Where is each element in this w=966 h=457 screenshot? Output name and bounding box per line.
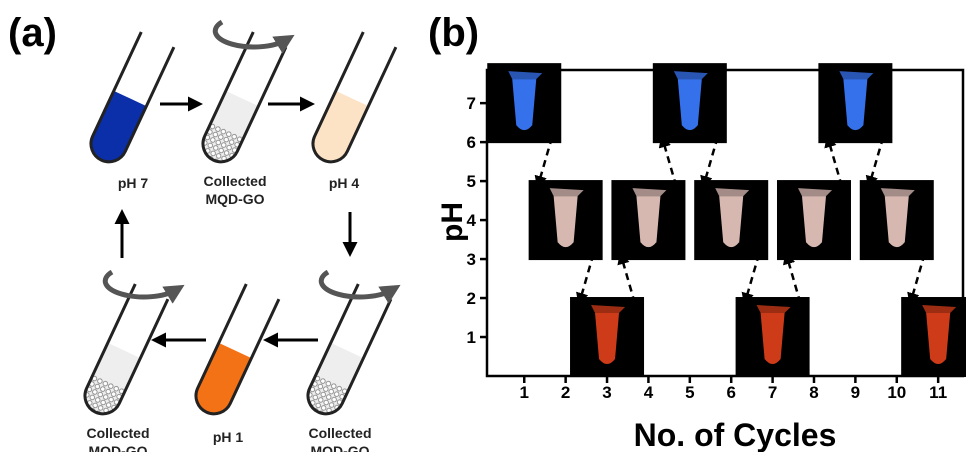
cycle-arrow: [538, 137, 552, 186]
vial-photo: [777, 180, 851, 260]
vial-photo: [611, 180, 685, 260]
tube-label: Collected MQD-GO: [195, 172, 275, 208]
tube-label-box: Collected MQD-GO: [180, 172, 290, 212]
tube-label: Collected MQD-GO: [300, 424, 380, 452]
y-axis-label: pH: [436, 202, 469, 242]
tube-label: pH 4: [329, 175, 360, 191]
tube-label: Collected MQD-GO: [78, 424, 158, 452]
cycle-arrow: [662, 137, 676, 186]
y-tick-label: 1: [467, 328, 476, 347]
y-tick-label: 4: [467, 211, 477, 230]
tube: [197, 32, 286, 168]
cycle-arrow: [869, 137, 883, 186]
vial-photo: [736, 297, 810, 377]
tube-label: pH 1: [213, 429, 244, 445]
y-tick-label: 5: [467, 172, 476, 191]
panel-label: (b): [428, 11, 479, 55]
vial-photo: [694, 180, 768, 260]
y-tick-label: 3: [467, 250, 476, 269]
cycle-arrow: [579, 254, 593, 303]
cycle-arrow: [786, 254, 800, 303]
vial-photo: [570, 297, 644, 377]
panel-label: (a): [8, 11, 57, 55]
tube: [190, 284, 279, 420]
vial-photo: [860, 180, 934, 260]
vial-photo: [487, 63, 561, 143]
vial-photo: [818, 63, 892, 143]
tube: [85, 32, 174, 168]
tube-label-box: Collected MQD-GO: [63, 424, 173, 452]
cycle-arrow: [910, 254, 924, 303]
vial-photo: [653, 63, 727, 143]
x-tick-label: 6: [726, 383, 735, 402]
x-tick-label: 11: [929, 383, 947, 402]
tube: [307, 32, 396, 168]
plot-area: 1 2 3 4 5 6 7 1 2 3 4 5 6 7 8 9 10 11: [467, 63, 966, 402]
x-tick-label: 1: [520, 383, 529, 402]
cycle-arrow: [828, 137, 842, 186]
y-tick-label: 2: [467, 289, 476, 308]
tube: [302, 284, 391, 420]
x-tick-label: 3: [602, 383, 611, 402]
x-tick-label: 10: [887, 383, 906, 402]
x-tick-label: 8: [809, 383, 818, 402]
figure: (a) pH 7 Collected MQD-GO: [0, 0, 966, 452]
rotation-arrow: [105, 272, 176, 297]
y-tick-label: 7: [467, 94, 476, 113]
tube: [79, 284, 168, 420]
x-tick-label: 4: [644, 383, 654, 402]
vial-photo: [529, 180, 603, 260]
y-tick-label: 6: [467, 133, 476, 152]
cycle-arrow: [745, 254, 759, 303]
tube-label-box: Collected MQD-GO: [285, 424, 395, 452]
tube-label: pH 7: [118, 175, 149, 191]
x-tick-label: 2: [561, 383, 570, 402]
cycle-arrow: [621, 254, 635, 303]
x-tick-label: 7: [768, 383, 777, 402]
cycle-arrow: [703, 137, 717, 186]
x-tick-label: 5: [685, 383, 694, 402]
x-axis-label: No. of Cycles: [634, 417, 837, 452]
x-tick-label: 9: [851, 383, 860, 402]
vial-photo: [901, 297, 966, 377]
